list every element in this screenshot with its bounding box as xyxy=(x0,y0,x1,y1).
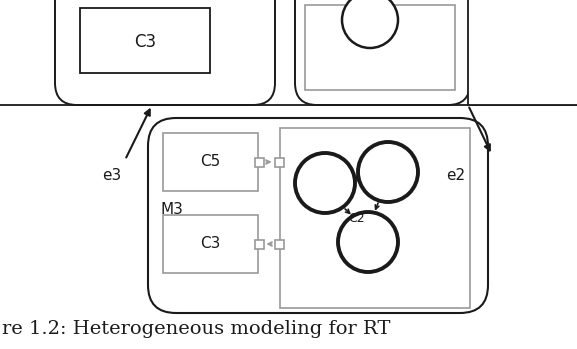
Circle shape xyxy=(342,0,398,48)
Text: re 1.2: Heterogeneous modeling for RT: re 1.2: Heterogeneous modeling for RT xyxy=(2,320,391,338)
FancyBboxPatch shape xyxy=(148,118,488,313)
Text: e2: e2 xyxy=(447,168,466,183)
Text: e3: e3 xyxy=(102,168,122,183)
Text: C5: C5 xyxy=(200,155,220,170)
FancyBboxPatch shape xyxy=(295,0,470,105)
Circle shape xyxy=(358,142,418,202)
Bar xyxy=(280,128,470,308)
Circle shape xyxy=(338,212,398,272)
Bar xyxy=(468,0,577,105)
Bar xyxy=(275,157,283,166)
Bar xyxy=(254,157,264,166)
Text: C3: C3 xyxy=(134,33,156,51)
Bar xyxy=(163,215,258,273)
Text: C3: C3 xyxy=(200,237,220,252)
FancyBboxPatch shape xyxy=(55,0,275,105)
Text: C2: C2 xyxy=(349,211,365,224)
Text: M3: M3 xyxy=(160,202,183,217)
Bar xyxy=(254,239,264,248)
Bar xyxy=(80,8,210,73)
Bar xyxy=(275,239,283,248)
Circle shape xyxy=(295,153,355,213)
Bar xyxy=(163,133,258,191)
Bar xyxy=(305,5,455,90)
